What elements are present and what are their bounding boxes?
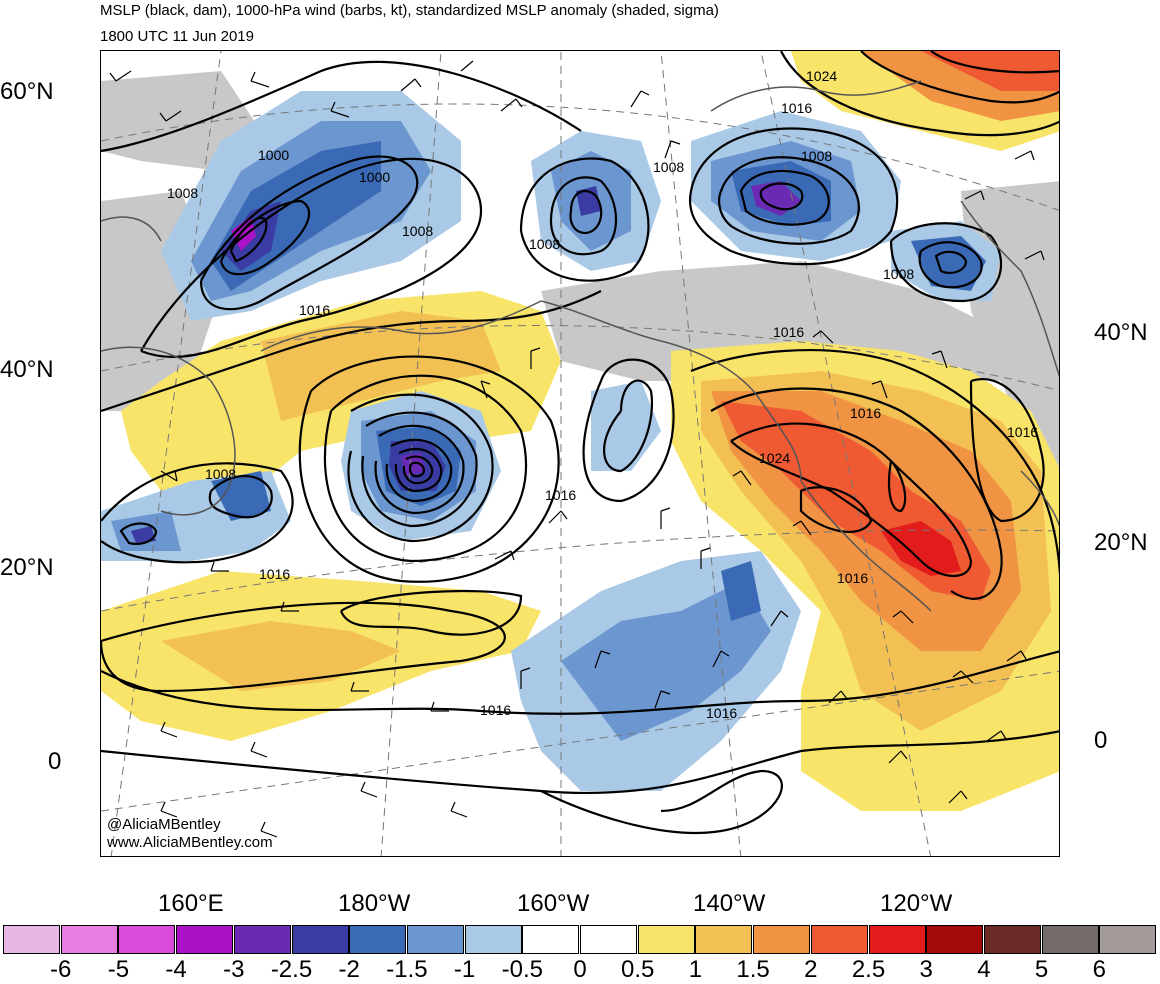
- isobar-label: 1008: [883, 266, 914, 282]
- colorbar-swatch: [868, 925, 926, 954]
- coastlines: [101, 80, 1059, 612]
- isobar-label: 1016: [837, 570, 868, 586]
- colorbar-tick-label: 2.5: [851, 956, 886, 983]
- lat-label-left-60n: 60°N: [0, 78, 54, 105]
- isobar-label: 1016: [781, 100, 812, 116]
- cool-tropical-east-2: [561, 581, 771, 741]
- isobar-label: 1008: [529, 236, 560, 252]
- colorbar-swatch: [291, 925, 349, 954]
- isobar-label: 1000: [359, 169, 390, 185]
- colorbar-tick-label: -2.5: [270, 956, 313, 983]
- colorbar-swatch: [176, 925, 234, 954]
- colorbar-tick-label: 4: [977, 956, 991, 983]
- cool-western-pacific-core: [131, 526, 156, 543]
- colorbar-tick-label: -2: [338, 956, 360, 983]
- colorbar-swatch: [406, 925, 464, 954]
- colorbar-tick-label: 0.5: [621, 956, 655, 983]
- colorbar-tick-label: -6: [50, 956, 72, 983]
- isobar-label: 1016: [850, 405, 881, 421]
- colorbar-swatch: [983, 925, 1041, 954]
- cool-low-canada-2: [911, 236, 986, 291]
- colorbar-swatch: [522, 925, 580, 954]
- colorbar-swatch: [695, 925, 753, 954]
- isobar-label: 1008: [653, 159, 684, 175]
- colorbar-tick-label: -5: [107, 956, 130, 983]
- colorbar-swatch: [810, 925, 868, 954]
- isobar-label: 1016: [299, 302, 330, 318]
- cool-tropical-east-3: [721, 561, 761, 621]
- isobar-label: 1016: [545, 487, 576, 503]
- isobar-labels: 1024 1016 1008 1008 1000 1000 1008 1008 …: [167, 68, 1038, 721]
- credit-twitter: @AliciaMBentley: [107, 816, 221, 833]
- lon-label-140w: 140°W: [693, 890, 766, 917]
- colorbar-tick-label: -4: [165, 956, 187, 983]
- lat-label-right-20n: 20°N: [1094, 529, 1148, 556]
- colorbar-tick-label: 1.5: [736, 956, 770, 983]
- isobars: [101, 51, 1059, 835]
- map-canvas: 1024 1016 1008 1008 1000 1000 1008 1008 …: [101, 51, 1059, 856]
- lat-label-left-40n: 40°N: [0, 356, 54, 383]
- warm-top-right-3: [921, 51, 1059, 91]
- lat-label-left-20n: 20°N: [0, 554, 54, 581]
- colorbar-swatch: [1099, 925, 1157, 954]
- colorbar-tick-label: 2: [804, 956, 818, 983]
- lon-label-120w: 120°W: [880, 890, 953, 917]
- colorbar-swatch: [637, 925, 695, 954]
- warm-core-subtropical: [161, 621, 401, 691]
- cool-western-pacific-3: [211, 471, 271, 521]
- wind-barbs: [109, 60, 1045, 838]
- colorbar-tick-label: -0.5: [501, 956, 543, 983]
- colorbar-swatch: [1041, 925, 1099, 954]
- colorbar-tick-label: 6: [1092, 956, 1106, 983]
- colorbar-swatch: [926, 925, 984, 954]
- isobar-label: 1016: [773, 324, 804, 340]
- lon-label-180w: 180°W: [338, 890, 411, 917]
- colorbar-swatch: [349, 925, 407, 954]
- colorbar-tick-label: 1: [688, 956, 703, 983]
- map-panel: 1024 1016 1008 1008 1000 1000 1008 1008 …: [100, 50, 1060, 857]
- colorbar-tick-label: 0: [573, 956, 587, 983]
- colorbar-tick-label: -3: [223, 956, 245, 983]
- isobar-label: 1008: [205, 466, 236, 482]
- lon-label-160w: 160°W: [517, 890, 590, 917]
- lat-label-left-eq: 0: [48, 748, 62, 775]
- lon-label-160e: 160°E: [158, 890, 224, 917]
- cool-off-oregon: [591, 381, 661, 471]
- valid-time: 1800 UTC 11 Jun 2019: [100, 28, 254, 45]
- lat-label-right-40n: 40°N: [1094, 319, 1148, 346]
- colorbar-tick-label: -1.5: [386, 956, 428, 983]
- credit-website: www.AliciaMBentley.com: [107, 834, 273, 851]
- isobar-label: 1024: [806, 68, 837, 84]
- anomaly-shading: [101, 51, 1059, 811]
- colorbar-tick-label: 3: [919, 956, 933, 983]
- lat-label-right-eq: 0: [1094, 727, 1108, 754]
- colorbar-swatch: [118, 925, 176, 954]
- colorbar-swatch: [580, 925, 637, 954]
- colorbar-swatch: [3, 925, 60, 954]
- colorbar-swatch: [60, 925, 118, 954]
- isobar-label: 1008: [167, 185, 198, 201]
- isobar-label: 1000: [258, 147, 289, 163]
- colorbar-swatch: [233, 925, 291, 954]
- colorbar-swatch: [753, 925, 811, 954]
- isobar-label: 1016: [706, 705, 737, 721]
- isobar-label: 1024: [759, 450, 790, 466]
- colorbar-swatch: [464, 925, 522, 954]
- isobar-label: 1016: [1007, 424, 1038, 440]
- isobar-label: 1008: [801, 148, 832, 164]
- colorbar-tick-label: 5: [1034, 956, 1049, 983]
- isobar-label: 1016: [259, 566, 290, 582]
- warm-core-eastern-pacific: [881, 521, 961, 576]
- isobar-label: 1016: [480, 702, 511, 718]
- map-title: MSLP (black, dam), 1000-hPa wind (barbs,…: [100, 2, 719, 19]
- colorbar-tick-label: -1: [453, 956, 476, 983]
- isobar-label: 1008: [402, 223, 433, 239]
